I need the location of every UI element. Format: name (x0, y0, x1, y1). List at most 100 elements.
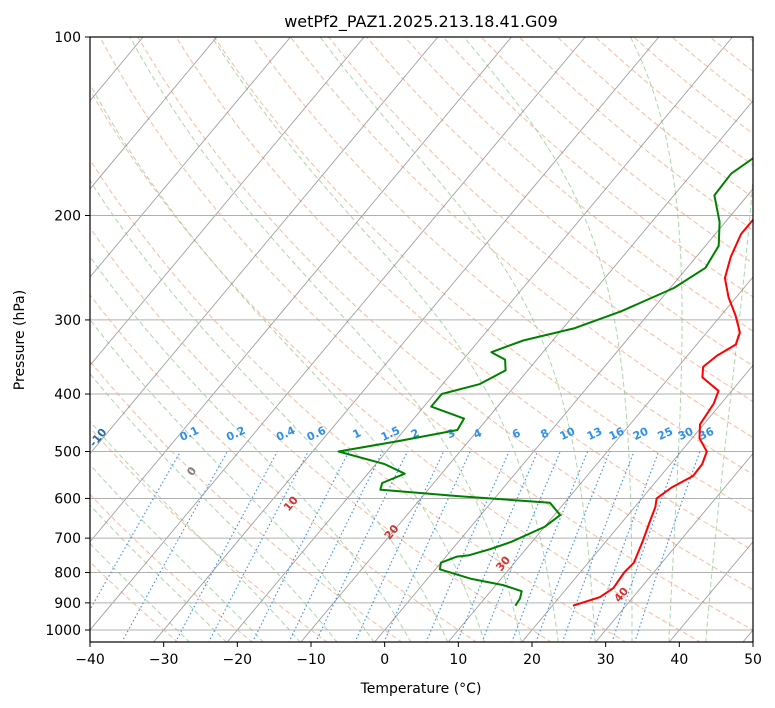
dry-adiabat-line (90, 158, 627, 642)
isotherm-line (226, 37, 733, 642)
dry-adiabat-line (251, 37, 753, 475)
isotherm-line (90, 37, 291, 278)
mixing-ratio-line (425, 451, 510, 642)
dry-adiabat-line (633, 37, 753, 135)
isotherms (0, 37, 753, 643)
dry-adiabat-line (709, 37, 753, 72)
chart-title: wetPf2_PAZ1.2025.213.18.41.G09 (284, 12, 558, 32)
isotherm-line (300, 99, 753, 642)
moist-adiabat-line (90, 542, 191, 642)
mixing-ratio-label: 30 (676, 425, 696, 443)
mixing-ratio-label: 0.2 (224, 424, 247, 444)
mixing-ratio-line (535, 451, 611, 642)
isotherm-line (90, 37, 586, 631)
isotherm-line (90, 37, 365, 367)
moist-adiabat-line (90, 179, 449, 642)
mixing-ratio-line (481, 451, 561, 642)
dry-adiabat-line (99, 37, 753, 631)
mixing-ratio-label: 25 (656, 425, 675, 443)
temperature-profile (572, 218, 753, 607)
y-tick-label: 800 (54, 566, 81, 582)
mixing-ratio-line (208, 451, 309, 642)
y-tick-label: 200 (54, 209, 81, 225)
y-tick-label: 400 (54, 387, 81, 403)
dry-adiabats (90, 37, 753, 642)
dry-adiabat-line (557, 37, 753, 199)
moist-adiabat-line (90, 318, 375, 642)
mixing-ratio-line (634, 451, 701, 642)
mixing-ratio-line (315, 451, 408, 642)
isotherm-line (521, 364, 753, 642)
mixing-ratio-label: 1 (351, 426, 363, 441)
x-tick-label: 40 (670, 652, 688, 668)
isobars (90, 37, 753, 631)
mixing-ratio-label: 3 (445, 426, 457, 441)
dry-adiabat-line (175, 37, 753, 552)
moist-adiabat-line (90, 372, 338, 642)
x-tick-label: 0 (380, 652, 389, 668)
x-tick-label: −30 (149, 652, 179, 668)
dry-adiabat-line (328, 37, 753, 402)
x-axis-title: Temperature (°C) (360, 681, 482, 697)
isotherm-line (742, 629, 753, 642)
dry-adiabat-line (90, 294, 478, 642)
mixing-ratio-label: 20 (631, 425, 651, 443)
isoline-labels: -100-90-80-70-60-50-40-30-20-10010203040… (90, 424, 716, 605)
moist-adiabat-line (211, 37, 559, 642)
dry-adiabat-line (747, 37, 753, 42)
isotherm-line (595, 452, 753, 642)
y-axis-title: Pressure (hPa) (12, 290, 28, 390)
mixing-ratio-label: 13 (585, 425, 604, 443)
mixing-ratio-line (456, 451, 539, 642)
y-tick-label: 100 (54, 30, 81, 46)
x-tick-label: 10 (449, 652, 467, 668)
isotherm-line (0, 37, 69, 643)
y-tick-label: 900 (54, 596, 81, 612)
moist-adiabat-line (463, 37, 633, 642)
mixing-ratio-label: 16 (607, 425, 627, 443)
moist-adiabat-line (90, 464, 264, 642)
mixing-ratio-line (383, 451, 471, 642)
moist-adiabat-line (90, 83, 486, 642)
moist-adiabats (90, 37, 753, 642)
moist-adiabat-line (705, 171, 753, 642)
dry-adiabat-line (90, 360, 403, 642)
isotherm-line (90, 37, 439, 455)
moist-adiabat-line (90, 420, 301, 642)
moist-adiabat-line (129, 37, 522, 642)
mixing-ratio-label: 4 (471, 426, 484, 441)
dry-adiabat-line (213, 37, 753, 513)
mixing-ratio-line (589, 451, 660, 642)
dry-adiabat-line (90, 427, 328, 642)
x-axis: −40 −30 −20 −10 0 10 20 30 40 50 (75, 642, 762, 668)
mixing-ratio-label: 8 (539, 426, 551, 441)
moist-adiabat-line (319, 37, 596, 642)
dry-adiabat-line (90, 89, 702, 642)
moist-adiabat-line (90, 504, 227, 642)
y-axis: 100 200 300 400 500 600 700 800 900 1000 (45, 30, 90, 639)
mixing-ratio-line (288, 451, 384, 642)
sounding-profiles (337, 157, 753, 607)
plot-area: -100-90-80-70-60-50-40-30-20-10010203040… (0, 37, 753, 643)
mixing-ratio-line (121, 451, 228, 642)
y-tick-label: 500 (54, 444, 81, 460)
y-tick-label: 300 (54, 313, 81, 329)
x-tick-label: 30 (597, 652, 615, 668)
isotherm-line (90, 37, 218, 190)
mixing-ratio-line (174, 451, 278, 642)
x-tick-label: 50 (744, 652, 762, 668)
mixing-ratio-line (90, 451, 182, 611)
mixing-ratio-line (511, 451, 589, 642)
moist-adiabat-line (630, 37, 683, 642)
x-tick-label: −10 (296, 652, 326, 668)
dry-adiabat-line (366, 37, 753, 367)
mixing-ratio-line (611, 451, 680, 642)
isotherm-line (447, 276, 753, 642)
dry-adiabat-line (90, 227, 552, 642)
dewpoint-profile (337, 157, 753, 607)
x-tick-label: −20 (223, 652, 253, 668)
y-tick-label: 1000 (45, 623, 81, 639)
y-tick-label: 600 (54, 491, 81, 507)
